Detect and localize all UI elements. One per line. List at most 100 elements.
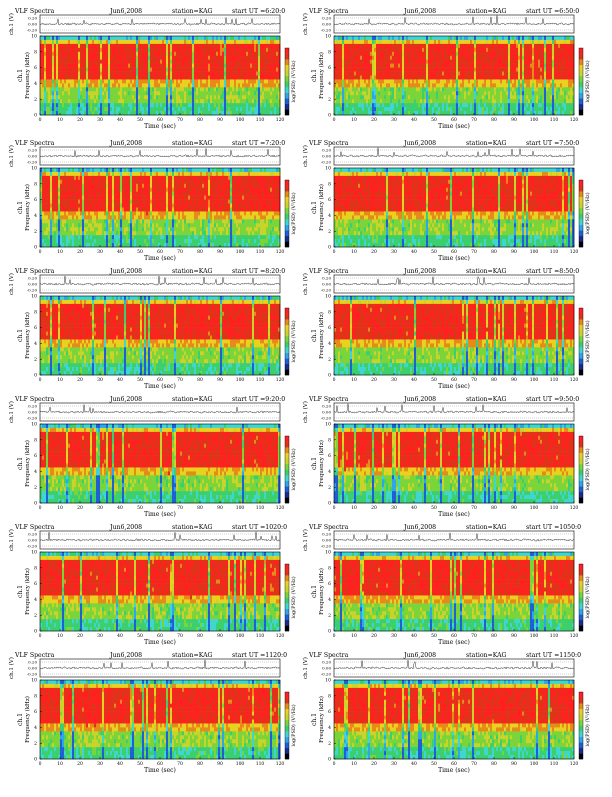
heatmap-cell bbox=[222, 72, 224, 76]
heatmap-cell bbox=[80, 76, 82, 80]
x-tick-label: 110 bbox=[256, 117, 265, 123]
heatmap-cell bbox=[188, 83, 190, 87]
heatmap-cell bbox=[540, 52, 542, 56]
heatmap-cell bbox=[96, 40, 98, 44]
heatmap-cell bbox=[106, 44, 108, 48]
heatmap-cell bbox=[262, 76, 264, 80]
heatmap-cell bbox=[142, 103, 144, 107]
heatmap-cell bbox=[444, 60, 446, 64]
heatmap-cell bbox=[188, 44, 190, 48]
heatmap-cell bbox=[54, 40, 56, 44]
heatmap-cell bbox=[146, 103, 148, 107]
heatmap-cell bbox=[116, 68, 118, 72]
heatmap-cell bbox=[520, 99, 522, 103]
y-tick-label: 4 bbox=[34, 81, 37, 87]
heatmap-cell bbox=[222, 64, 224, 68]
heatmap-cell bbox=[198, 72, 200, 76]
heatmap-cell bbox=[182, 111, 184, 115]
heatmap-cell bbox=[60, 107, 62, 111]
heatmap-cell bbox=[454, 52, 456, 56]
heatmap-cell bbox=[206, 83, 208, 87]
heatmap-cell bbox=[98, 99, 100, 103]
heatmap-cell bbox=[102, 168, 104, 172]
heatmap-cell bbox=[512, 103, 514, 107]
heatmap-cell bbox=[136, 103, 138, 107]
heatmap-cell bbox=[172, 91, 174, 95]
heatmap-cell bbox=[526, 95, 528, 99]
heatmap-cell bbox=[530, 79, 532, 83]
heatmap-cell bbox=[212, 52, 214, 56]
heatmap-cell bbox=[510, 68, 512, 72]
heatmap-cell bbox=[388, 56, 390, 60]
heatmap-cell bbox=[40, 60, 42, 64]
heatmap-cell bbox=[244, 103, 246, 107]
heatmap-cell bbox=[402, 83, 404, 87]
heatmap-cell bbox=[474, 68, 476, 72]
heatmap-cell bbox=[182, 103, 184, 107]
heatmap-cell bbox=[92, 91, 94, 95]
heatmap-cell bbox=[358, 40, 360, 44]
heatmap-cell bbox=[454, 60, 456, 64]
heatmap-cell bbox=[432, 107, 434, 111]
heatmap-cell bbox=[476, 40, 478, 44]
heatmap-cell bbox=[566, 87, 568, 91]
heatmap-cell bbox=[366, 72, 368, 76]
heatmap-cell bbox=[550, 91, 552, 95]
heatmap-cell bbox=[236, 83, 238, 87]
heatmap-cell bbox=[158, 95, 160, 99]
heatmap-cell bbox=[528, 107, 530, 111]
heatmap-cell bbox=[214, 107, 216, 111]
heatmap-cell bbox=[48, 99, 50, 103]
heatmap-cell bbox=[366, 48, 368, 52]
heatmap-cell bbox=[406, 44, 408, 48]
heatmap-cell bbox=[128, 72, 130, 76]
heatmap-cell bbox=[554, 103, 556, 107]
heatmap-cell bbox=[64, 91, 66, 95]
heatmap-cell bbox=[160, 87, 162, 91]
heatmap-cell bbox=[544, 79, 546, 83]
heatmap-cell bbox=[462, 91, 464, 95]
heatmap-cell bbox=[452, 36, 454, 40]
heatmap-cell bbox=[144, 107, 146, 111]
heatmap-cell bbox=[164, 91, 166, 95]
trace-y-label: ch.1 (V) bbox=[8, 145, 15, 167]
heatmap-cell bbox=[210, 64, 212, 68]
heatmap-cell bbox=[130, 36, 132, 40]
heatmap-cell bbox=[120, 76, 122, 80]
heatmap-cell bbox=[534, 91, 536, 95]
heatmap-cell bbox=[534, 87, 536, 91]
heatmap-cell bbox=[456, 48, 458, 52]
heatmap-cell bbox=[410, 87, 412, 91]
heatmap-cell bbox=[548, 103, 550, 107]
colorbar-label: log(PSD) (V²/Hz) bbox=[584, 60, 591, 102]
heatmap-cell bbox=[236, 48, 238, 52]
heatmap-cell bbox=[108, 107, 110, 111]
heatmap-cell bbox=[456, 107, 458, 111]
heatmap-cell bbox=[560, 52, 562, 56]
heatmap-cell bbox=[436, 79, 438, 83]
heatmap-cell bbox=[266, 83, 268, 87]
heatmap-cell bbox=[136, 87, 138, 91]
heatmap-cell bbox=[486, 36, 488, 40]
heatmap-cell bbox=[124, 79, 126, 83]
heatmap-cell bbox=[488, 83, 490, 87]
heatmap-cell bbox=[472, 107, 474, 111]
heatmap-cell bbox=[382, 60, 384, 64]
heatmap-cell bbox=[382, 83, 384, 87]
heatmap-cell bbox=[90, 76, 92, 80]
heatmap-cell bbox=[422, 83, 424, 87]
heatmap-cell bbox=[232, 44, 234, 48]
heatmap-cell bbox=[100, 52, 102, 56]
heatmap-cell bbox=[448, 83, 450, 87]
heatmap-cell bbox=[464, 87, 466, 91]
heatmap-cell bbox=[488, 91, 490, 95]
heatmap-cell bbox=[134, 40, 136, 44]
heatmap-cell bbox=[528, 99, 530, 103]
heatmap-cell bbox=[532, 95, 534, 99]
heatmap-cell bbox=[118, 168, 120, 172]
colorbar-segment bbox=[579, 87, 583, 93]
heatmap-cell bbox=[64, 79, 66, 83]
heatmap-cell bbox=[216, 40, 218, 44]
heatmap-cell bbox=[486, 87, 488, 91]
heatmap-cell bbox=[258, 99, 260, 103]
